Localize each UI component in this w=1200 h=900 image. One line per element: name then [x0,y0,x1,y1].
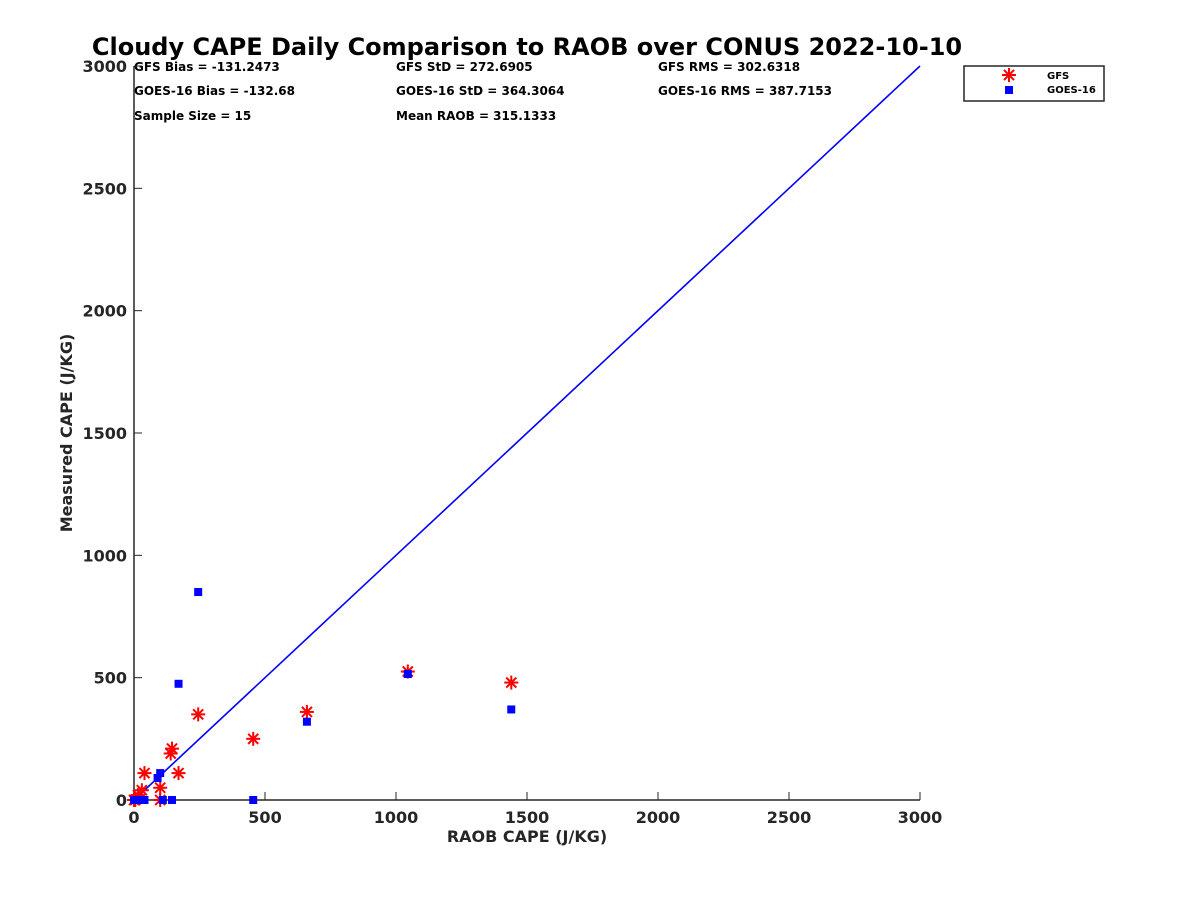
y-tick-label: 1500 [82,424,127,443]
gfs-point [164,741,179,756]
stat-goes-std: GOES-16 StD = 364.3064 [396,84,565,98]
y-tick-label: 500 [94,669,127,688]
y-tick-label: 2000 [82,302,127,321]
goes16-point [156,769,165,778]
y-axis-label: Measured CAPE (J/KG) [57,334,76,533]
reference-line [133,65,921,801]
goes16-point [403,669,412,678]
legend: GFS GOES-16 [963,65,1105,102]
legend-goes16-marker [1005,86,1013,94]
legend-gfs-marker [1002,68,1016,82]
goes16-point [302,717,311,726]
x-tick-label: 2000 [636,808,681,827]
x-axis-label: RAOB CAPE (J/KG) [447,827,607,846]
x-tick-label: 1500 [505,808,550,827]
stat-goes-rms: GOES-16 RMS = 387.7153 [658,84,832,98]
y-tick-label: 1000 [82,546,127,565]
y-tick-label: 0 [116,791,127,810]
legend-box [963,65,1105,102]
stats-block: GFS Bias = -131.2473 GFS StD = 272.6905 … [134,60,832,123]
x-tick-label: 3000 [898,808,943,827]
goes16-point [249,796,258,804]
x-tick-label: 2500 [767,808,812,827]
stat-mean-raob: Mean RAOB = 315.1333 [396,109,556,123]
goes16-point [131,796,140,804]
stat-gfs-std: GFS StD = 272.6905 [396,60,533,74]
x-tick-label: 0 [128,808,139,827]
series-gfs [127,664,519,807]
goes16-point [158,796,167,804]
gfs-legend-asterisk [1002,68,1016,82]
legend-gfs-label: GFS [1047,71,1069,82]
one-to-one-line [133,65,921,801]
goes16-point [167,796,176,804]
axes: 0 500 1000 1500 2000 2500 3000 0 500 1000 1500 2000… [82,57,942,827]
goes16-point [174,679,183,688]
series-goes16 [130,588,516,804]
gfs-point [504,675,519,690]
goes16-point [194,588,203,597]
gfs-point [134,783,149,798]
goes16-point [153,773,162,782]
gfs-point [299,704,314,719]
x-tick-label: 1000 [374,808,419,827]
gfs-point [171,766,186,781]
x-tick-label: 500 [248,808,281,827]
stat-goes-bias: GOES-16 Bias = -132.68 [134,84,295,98]
gfs-point [153,780,168,795]
goes16-point [507,705,516,714]
y-tick-label: 2500 [82,179,127,198]
gfs-point [137,766,152,781]
gfs-point [246,731,261,746]
goes16-point [137,796,146,804]
stat-gfs-rms: GFS RMS = 302.6318 [658,60,800,74]
legend-goes16-label: GOES-16 [1047,85,1096,96]
stat-gfs-bias: GFS Bias = -131.2473 [134,60,280,74]
stat-sample-size: Sample Size = 15 [134,109,251,123]
chart-title: Cloudy CAPE Daily Comparison to RAOB ove… [92,33,962,61]
gfs-point [191,707,206,722]
y-tick-label: 3000 [82,57,127,76]
